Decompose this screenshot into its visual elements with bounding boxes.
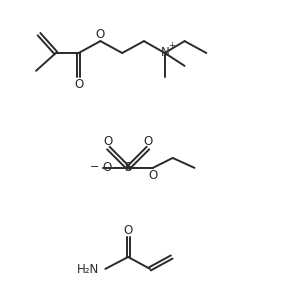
Text: N: N: [160, 47, 169, 59]
Text: O: O: [103, 161, 112, 174]
Text: O: O: [123, 224, 133, 237]
Text: O: O: [96, 28, 105, 41]
Text: O: O: [74, 78, 83, 91]
Text: O: O: [148, 169, 158, 182]
Text: O: O: [143, 135, 152, 148]
Text: H₂N: H₂N: [77, 263, 99, 276]
Text: S: S: [125, 161, 132, 174]
Text: −: −: [90, 162, 99, 172]
Text: +: +: [168, 41, 175, 50]
Text: O: O: [104, 135, 113, 148]
